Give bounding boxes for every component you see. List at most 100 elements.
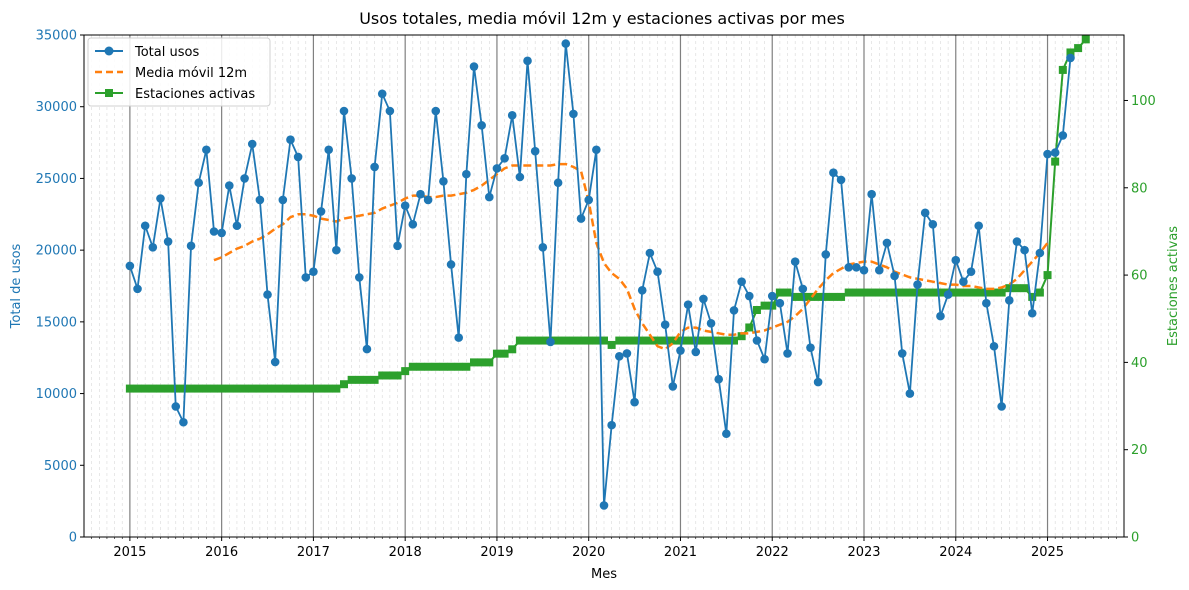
series-total-usos — [125, 39, 1075, 510]
data-point-estaciones — [752, 306, 761, 315]
data-point-estaciones — [821, 292, 830, 301]
data-point-total-usos — [614, 351, 624, 361]
data-point-total-usos — [798, 284, 808, 294]
x-tick-label: 2022 — [756, 545, 789, 560]
data-point-estaciones — [561, 336, 570, 345]
data-point-total-usos — [500, 154, 509, 163]
data-point-estaciones — [439, 362, 448, 371]
data-point-total-usos — [400, 201, 410, 210]
data-point-estaciones — [867, 288, 876, 297]
x-tick-label: 2024 — [939, 545, 972, 560]
data-point-estaciones — [225, 384, 234, 393]
data-point-estaciones — [156, 384, 165, 393]
data-point-total-usos — [729, 306, 739, 315]
y-left-tick-label: 15000 — [36, 315, 77, 330]
y-axis-left-title: Total de usos — [9, 243, 24, 329]
data-point-total-usos — [263, 290, 272, 299]
data-point-total-usos — [393, 241, 402, 251]
data-point-estaciones — [974, 288, 983, 297]
data-point-total-usos — [622, 349, 632, 358]
data-point-estaciones — [531, 336, 540, 345]
data-point-total-usos — [790, 257, 800, 266]
data-point-estaciones — [332, 384, 341, 393]
data-point-total-usos — [936, 311, 945, 321]
data-point-total-usos — [584, 195, 594, 205]
data-point-estaciones — [676, 336, 685, 345]
data-point-total-usos — [699, 294, 708, 304]
data-point-total-usos — [714, 374, 724, 384]
data-point-estaciones — [1066, 48, 1075, 57]
data-point-total-usos — [599, 501, 609, 510]
data-point-estaciones — [416, 362, 425, 371]
data-point-estaciones — [890, 288, 899, 297]
data-point-estaciones — [569, 336, 578, 345]
y-axis-right-title: Estaciones activas — [1166, 226, 1181, 346]
data-point-estaciones — [1074, 44, 1083, 53]
data-point-estaciones — [408, 362, 417, 371]
data-point-estaciones — [661, 336, 670, 345]
data-point-total-usos — [492, 164, 502, 173]
data-point-total-usos — [1058, 131, 1068, 140]
data-point-total-usos — [897, 349, 907, 358]
data-point-total-usos — [347, 174, 356, 183]
data-point-total-usos — [706, 318, 716, 328]
data-point-total-usos — [469, 62, 479, 71]
data-point-estaciones — [317, 384, 326, 393]
x-tick-label: 2023 — [847, 545, 880, 560]
data-point-estaciones — [584, 336, 593, 345]
data-point-total-usos — [637, 286, 647, 295]
legend-marker-total-usos — [104, 46, 114, 56]
data-point-total-usos — [668, 382, 678, 391]
data-point-estaciones — [309, 384, 318, 393]
data-point-estaciones — [860, 288, 868, 297]
data-point-total-usos — [546, 337, 555, 347]
data-point-total-usos — [1043, 149, 1052, 159]
series-line-estaciones — [129, 38, 1087, 390]
data-point-estaciones — [301, 384, 310, 393]
data-point-total-usos — [446, 260, 456, 269]
data-point-total-usos — [309, 267, 318, 276]
data-point-total-usos — [286, 135, 295, 145]
x-tick-label: 2017 — [297, 545, 330, 560]
data-point-estaciones — [837, 292, 846, 301]
data-point-estaciones — [248, 384, 257, 393]
data-point-estaciones — [278, 384, 287, 393]
series-media-movil — [213, 162, 1049, 351]
y-right-tick-label: 0 — [1131, 531, 1139, 546]
y-left-tick-label: 35000 — [36, 29, 77, 44]
data-point-total-usos — [202, 145, 211, 155]
data-point-total-usos — [982, 298, 991, 308]
data-point-estaciones — [1028, 292, 1037, 301]
data-point-total-usos — [377, 89, 387, 99]
y-left-tick-label: 20000 — [36, 244, 77, 259]
data-point-estaciones — [600, 336, 608, 345]
data-point-total-usos — [760, 354, 769, 364]
data-point-total-usos — [232, 221, 242, 231]
data-point-total-usos — [431, 106, 441, 116]
data-point-total-usos — [255, 195, 265, 205]
data-point-total-usos — [270, 357, 280, 367]
y-right-tick-label: 40 — [1131, 356, 1148, 371]
data-point-estaciones — [852, 288, 861, 297]
data-point-estaciones — [997, 288, 1006, 297]
data-point-total-usos — [553, 178, 563, 188]
data-point-total-usos — [477, 121, 486, 130]
data-point-estaciones — [447, 362, 456, 371]
data-point-estaciones — [722, 336, 731, 345]
data-point-total-usos — [783, 349, 792, 358]
data-point-total-usos — [874, 265, 884, 275]
data-point-total-usos — [821, 250, 831, 259]
data-point-estaciones — [714, 336, 723, 345]
data-point-total-usos — [576, 214, 586, 223]
data-point-total-usos — [966, 267, 976, 276]
data-point-estaciones — [645, 336, 654, 345]
data-point-estaciones — [806, 292, 815, 301]
data-point-estaciones — [775, 288, 784, 297]
data-point-total-usos — [515, 172, 525, 182]
data-point-total-usos — [744, 291, 754, 301]
data-point-total-usos — [951, 255, 961, 265]
data-point-total-usos — [943, 290, 953, 299]
data-point-total-usos — [660, 320, 670, 330]
data-point-total-usos — [247, 139, 257, 149]
data-point-total-usos — [179, 417, 188, 427]
